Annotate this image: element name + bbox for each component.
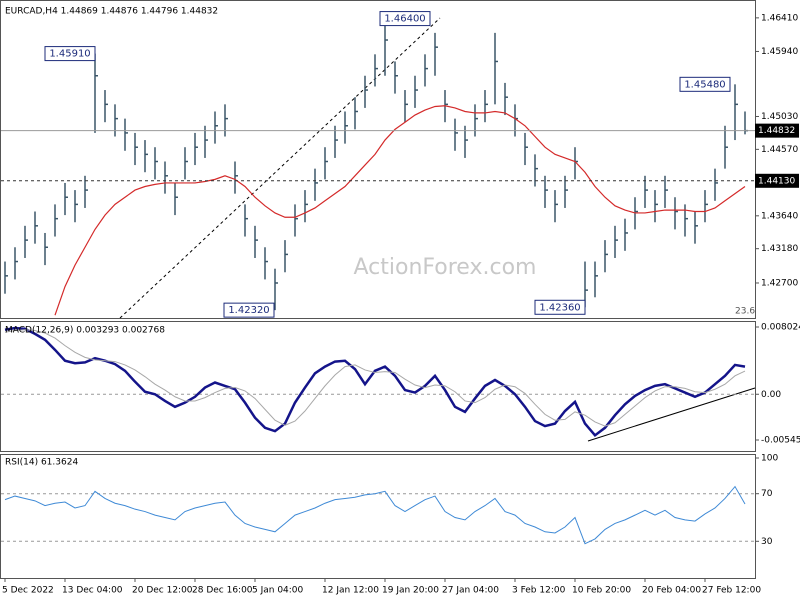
fib-label: 23.6 xyxy=(735,307,755,317)
macd-trend-line xyxy=(587,387,756,442)
x-tick-label: 12 Jan 12:00 xyxy=(322,586,379,596)
x-tick-label: 3 Feb 12:00 xyxy=(512,586,566,596)
trend-line xyxy=(119,17,441,319)
y-tick-label: 0.00 xyxy=(761,390,781,400)
annotation-box xyxy=(379,11,431,27)
level-label: 1.44130 xyxy=(758,176,795,186)
y-tick-label: 30 xyxy=(761,537,773,547)
watermark: ActionForex.com xyxy=(354,255,537,280)
rsi-panel xyxy=(0,454,756,579)
x-tick-label: 5 Dec 2022 xyxy=(2,586,54,596)
y-tick-label: 1.43640 xyxy=(761,211,798,221)
annotation-label: 1.42320 xyxy=(228,305,269,316)
x-tick-label: 20 Feb 04:00 xyxy=(642,586,701,596)
marks: ActionForex.com 1.46410 1.45940 1.45030 1.44… xyxy=(1,7,800,596)
annotation-box xyxy=(223,302,275,318)
price-panel xyxy=(0,0,756,319)
annotation-label: 1.45480 xyxy=(684,79,725,90)
y-tick-label: 70 xyxy=(761,489,773,499)
annotation-label: 1.42360 xyxy=(539,302,580,313)
y-tick-label: 100 xyxy=(761,454,778,464)
annotation-box xyxy=(534,299,586,315)
panel-title: RSI(14) 61.3624 xyxy=(5,458,78,468)
annotation-label: 1.45910 xyxy=(49,49,90,60)
annotation-box xyxy=(679,76,731,92)
x-tick-label: 5 Jan 04:00 xyxy=(252,586,304,596)
y-tick-label: 1.44570 xyxy=(761,145,798,155)
x-tick-label: 20 Dec 12:00 xyxy=(132,586,193,596)
macd-panel xyxy=(0,321,756,452)
annotation-box xyxy=(44,46,96,62)
annotation-label: 1.46400 xyxy=(384,14,425,25)
y-tick-label: 1.42700 xyxy=(761,278,798,288)
level-box xyxy=(755,123,799,138)
y-tick-label: -0.005457 xyxy=(761,436,800,446)
level-label: 1.44832 xyxy=(758,126,795,136)
x-tick-label: 19 Jan 20:00 xyxy=(382,586,439,596)
panel-title: EURCAD,H4 1.44869 1.44876 1.44796 1.4483… xyxy=(5,7,218,17)
y-tick-label: 1.46410 xyxy=(761,13,798,23)
series-line xyxy=(54,105,746,316)
y-tick-label: 1.45030 xyxy=(761,112,798,122)
x-tick-label: 27 Jan 04:00 xyxy=(442,586,499,596)
x-tick-label: 13 Dec 04:00 xyxy=(62,586,123,596)
panel-title: MACD(12,26,9) 0.003293 0.002768 xyxy=(5,326,165,336)
series-line xyxy=(4,329,746,427)
series-line xyxy=(4,326,746,438)
y-tick-label: 0.008024 xyxy=(761,323,800,333)
x-tick-label: 27 Feb 12:00 xyxy=(702,586,761,596)
y-tick-label: 1.45940 xyxy=(761,47,798,57)
x-tick-label: 28 Dec 16:00 xyxy=(192,586,253,596)
y-tick-label: 1.43180 xyxy=(761,244,798,254)
x-tick-label: 10 Feb 20:00 xyxy=(572,586,631,596)
level-box xyxy=(755,173,799,188)
series-line xyxy=(4,485,746,545)
